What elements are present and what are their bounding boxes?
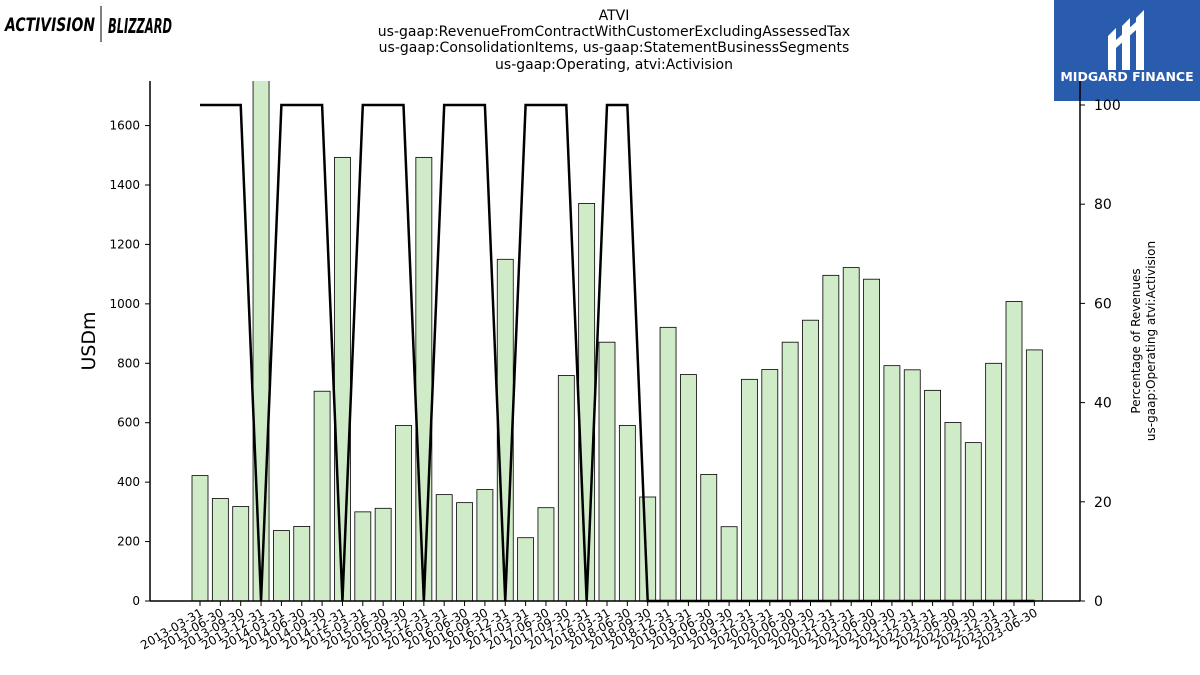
bar-2023-03-31 <box>1005 301 1023 601</box>
left-tick-label: 1400 <box>109 178 140 192</box>
chart-title: ATVI us-gaap:RevenueFromContractWithCust… <box>378 8 850 73</box>
midgard-wordmark: MIDGARD FINANCE <box>1060 69 1193 84</box>
midgard-m-icon <box>1108 10 1144 70</box>
right-tick-label: 40 <box>1094 396 1112 412</box>
bar-2015-09-30 <box>395 424 412 601</box>
left-axis-ticks: 0 200 400 600 800 1000 1200 1400 1600 <box>109 119 150 608</box>
left-tick-label: 1000 <box>109 297 140 311</box>
bar-2016-12-31 <box>496 258 514 601</box>
bar-2013-03-31 <box>191 475 209 601</box>
bar-2018-06-30 <box>618 424 636 601</box>
bar-2022-06-30 <box>944 422 962 601</box>
bar-2014-09-30 <box>313 390 331 601</box>
right-tick-label: 60 <box>1094 296 1112 312</box>
bars-layer <box>191 81 1043 601</box>
bar-2020-03-31 <box>761 369 779 601</box>
bar-2015-06-30 <box>374 507 392 601</box>
bar-2013-09-30 <box>232 506 250 601</box>
bar-2014-06-30 <box>293 526 311 601</box>
blizzard-wordmark: BLIZZARD <box>108 14 172 38</box>
bar-2014-12-31 <box>334 156 351 601</box>
bar-2017-06-30 <box>537 507 555 601</box>
bar-2019-03-31 <box>680 374 697 601</box>
left-tick-label: 800 <box>117 356 140 370</box>
bar-2017-12-31 <box>578 203 596 601</box>
bar-2019-12-31 <box>741 378 758 601</box>
left-axis-title: USDm <box>78 311 100 370</box>
bar-2021-06-30 <box>863 278 880 601</box>
bar-2017-03-31 <box>517 537 534 601</box>
right-tick-label: 0 <box>1094 594 1103 610</box>
bar-2020-09-30 <box>802 319 819 601</box>
bar-2020-06-30 <box>781 341 799 601</box>
bar-2018-12-31 <box>659 326 677 601</box>
right-axis-ticks: 0 20 40 60 80 100 <box>1080 98 1121 610</box>
bar-2020-12-31 <box>822 274 840 601</box>
bar-2018-03-31 <box>598 341 616 601</box>
right-axis-title: Percentage of Revenues us-gaap:Operating… <box>1129 241 1158 441</box>
left-tick-label: 1600 <box>109 119 140 133</box>
bar-2015-12-31 <box>415 156 433 601</box>
right-tick-label: 80 <box>1094 197 1112 213</box>
bar-2019-09-30 <box>720 526 738 601</box>
bar-2019-06-30 <box>700 474 718 601</box>
bar-2021-09-30 <box>883 365 901 601</box>
right-axis-title-line-2: us-gaap:Operating atvi:Activision <box>1144 241 1158 441</box>
bar-series <box>191 81 1043 601</box>
title-line-2: us-gaap:RevenueFromContractWithCustomerE… <box>378 24 850 40</box>
left-tick-label: 0 <box>132 594 140 608</box>
bar-2016-06-30 <box>456 502 473 601</box>
bar-2023-06-30 <box>1025 349 1043 601</box>
right-tick-label: 100 <box>1094 98 1121 114</box>
activision-wordmark: ACTIVISION <box>4 14 96 36</box>
left-tick-label: 600 <box>117 416 140 430</box>
bar-2013-06-30 <box>211 498 229 601</box>
right-axis-title-line-1: Percentage of Revenues <box>1129 268 1143 413</box>
bar-2022-12-31 <box>985 362 1003 601</box>
title-line-4: us-gaap:Operating, atvi:Activision <box>495 57 733 73</box>
activision-blizzard-logo: ACTIVISION BLIZZARD <box>4 6 172 42</box>
title-line-3: us-gaap:ConsolidationItems, us-gaap:Stat… <box>379 40 850 56</box>
x-axis-ticks: 2013-03-312013-06-302013-09-302013-12-31… <box>138 601 1040 652</box>
left-tick-label: 400 <box>117 475 140 489</box>
title-line-1: ATVI <box>599 8 630 24</box>
bar-2021-12-31 <box>903 369 921 601</box>
bar-2017-09-30 <box>557 375 575 601</box>
bar-2016-03-31 <box>435 494 453 601</box>
bar-2021-03-31 <box>842 267 860 601</box>
bar-2022-03-31 <box>924 389 941 601</box>
left-tick-label: 1200 <box>109 237 140 251</box>
bar-2015-03-31 <box>354 511 372 601</box>
bar-2016-09-30 <box>476 489 494 601</box>
left-tick-label: 200 <box>117 535 140 549</box>
bar-2022-09-30 <box>964 442 982 601</box>
bar-2013-12-31 <box>252 81 270 601</box>
midgard-finance-logo: MIDGARD FINANCE <box>1054 0 1200 101</box>
bar-2014-03-31 <box>272 530 290 601</box>
right-tick-label: 20 <box>1094 495 1112 511</box>
